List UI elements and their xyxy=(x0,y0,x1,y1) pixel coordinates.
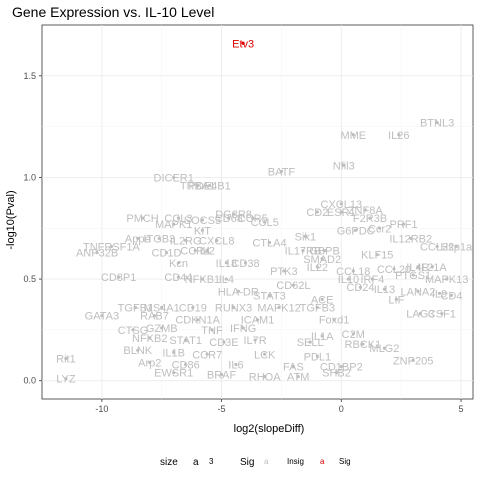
point-label: CTLA4 xyxy=(252,237,286,249)
legend: size a 3 Sig a Insig a Sig xyxy=(160,457,351,468)
point-label: IL2 xyxy=(200,246,215,258)
y-tick-label: 0.0 xyxy=(23,376,36,386)
point-label: RHOA xyxy=(249,372,281,384)
x-tick-label: -10 xyxy=(95,404,108,414)
point-label: Nfil3 xyxy=(333,160,355,172)
point-label: MLG2 xyxy=(369,343,399,355)
point-label: ZNP205 xyxy=(393,355,433,367)
point-label: CCL5 xyxy=(251,217,279,229)
point-label: LIF xyxy=(388,294,404,306)
point-label: KLF15 xyxy=(361,250,393,262)
point-label: Kcn xyxy=(169,258,188,270)
point-label: IL1B xyxy=(162,347,185,359)
point-label: PMCH xyxy=(126,213,158,225)
point-label: PTK3 xyxy=(270,266,298,278)
point-label: CD38 xyxy=(231,258,259,270)
legend-size-title: size xyxy=(160,457,178,468)
chart-title: Gene Expression vs. IL-10 Level xyxy=(12,4,214,20)
point-label: IL7R xyxy=(243,335,266,347)
point-label: TGFB3 xyxy=(300,303,335,315)
point-label: CD24 xyxy=(346,282,374,294)
point-label: EWSR1 xyxy=(154,368,193,380)
point-label: IL4 xyxy=(219,274,234,286)
point-label: LCK xyxy=(254,349,276,361)
point-label: BTNL3 xyxy=(420,118,454,130)
point-label: STAT3 xyxy=(253,290,286,302)
point-label: IFNG xyxy=(230,323,256,335)
point-label: LYZ xyxy=(56,374,76,386)
point-label: GATA3 xyxy=(85,311,119,323)
legend-sig-title: Sig xyxy=(240,457,254,468)
point-label: BATF xyxy=(268,166,296,178)
point-label: ANP32B xyxy=(76,248,118,260)
point-label: IL26 xyxy=(388,130,409,142)
legend-insig-label: Insig xyxy=(287,457,304,466)
x-axis-title: log2(slopeDiff) xyxy=(234,423,305,435)
point-label: CD4 xyxy=(440,290,462,302)
point-label: RAB7 xyxy=(140,311,169,323)
point-label: NFKB1 xyxy=(185,274,220,286)
point-label: CD2 xyxy=(306,207,328,219)
point-label: Etv3 xyxy=(232,38,254,50)
point-label: MME xyxy=(340,130,366,142)
point-label: STAT1 xyxy=(169,335,202,347)
point-label: CD19 xyxy=(179,303,207,315)
point-label: SHB2 xyxy=(322,368,351,380)
point-label: CD8P1 xyxy=(101,272,136,284)
point-label: SELL xyxy=(297,337,324,349)
point-label: Rit1 xyxy=(56,353,76,365)
point-label: LANA2 xyxy=(400,286,435,298)
point-label: Sik1 xyxy=(295,231,316,243)
x-tick-label: -5 xyxy=(218,404,226,414)
y-axis-title: -log10(Pval) xyxy=(5,190,17,249)
legend-insig-key-glyph: a xyxy=(264,457,269,466)
point-label: BRAF xyxy=(207,370,237,382)
point-label: IL22 xyxy=(307,262,328,274)
point-label: MAPK13 xyxy=(425,274,468,286)
x-tick-label: 5 xyxy=(459,404,464,414)
point-label: RUNX3 xyxy=(215,303,252,315)
legend-sig-key-glyph: a xyxy=(320,457,325,466)
point-label: CD3E xyxy=(209,337,238,349)
x-tick-label: 0 xyxy=(339,404,344,414)
y-tick-label: 1.5 xyxy=(23,71,36,81)
legend-size-value: 3 xyxy=(209,457,214,466)
point-label: PDE4B1 xyxy=(189,181,231,193)
point-label: ATM xyxy=(287,372,309,384)
point-label: PRF1 xyxy=(389,219,417,231)
point-label: Hsp1a xyxy=(440,242,473,254)
point-label: TNF xyxy=(201,325,223,337)
point-label: NFKB2 xyxy=(132,333,167,345)
point-label: BLNK xyxy=(123,345,152,357)
legend-size-key-glyph: a xyxy=(193,457,199,468)
point-label: CSF1 xyxy=(428,309,456,321)
y-tick-label: 0.5 xyxy=(23,274,36,284)
legend-sig-label: Sig xyxy=(339,457,351,466)
point-label: MAPK12 xyxy=(257,303,300,315)
y-tick-label: 1.0 xyxy=(23,172,36,182)
point-label: Ccr2 xyxy=(368,223,391,235)
point-label: Foxd1 xyxy=(319,315,350,327)
